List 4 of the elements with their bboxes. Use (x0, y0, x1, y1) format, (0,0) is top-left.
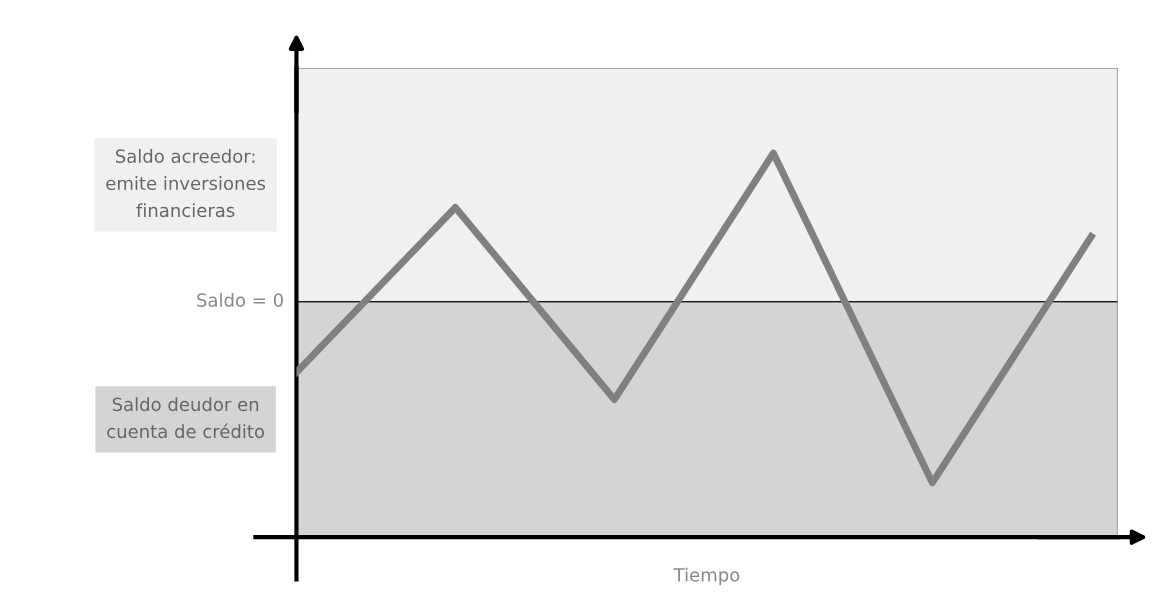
ref-line-label: Saldo = 0 (197, 292, 283, 307)
band-label: Saldo acreedor: emite inversiones financieras (106, 149, 266, 218)
x-axis-title: Tiempo (673, 567, 740, 586)
band-label: Saldo deudor en cuenta de crédito (107, 397, 265, 439)
